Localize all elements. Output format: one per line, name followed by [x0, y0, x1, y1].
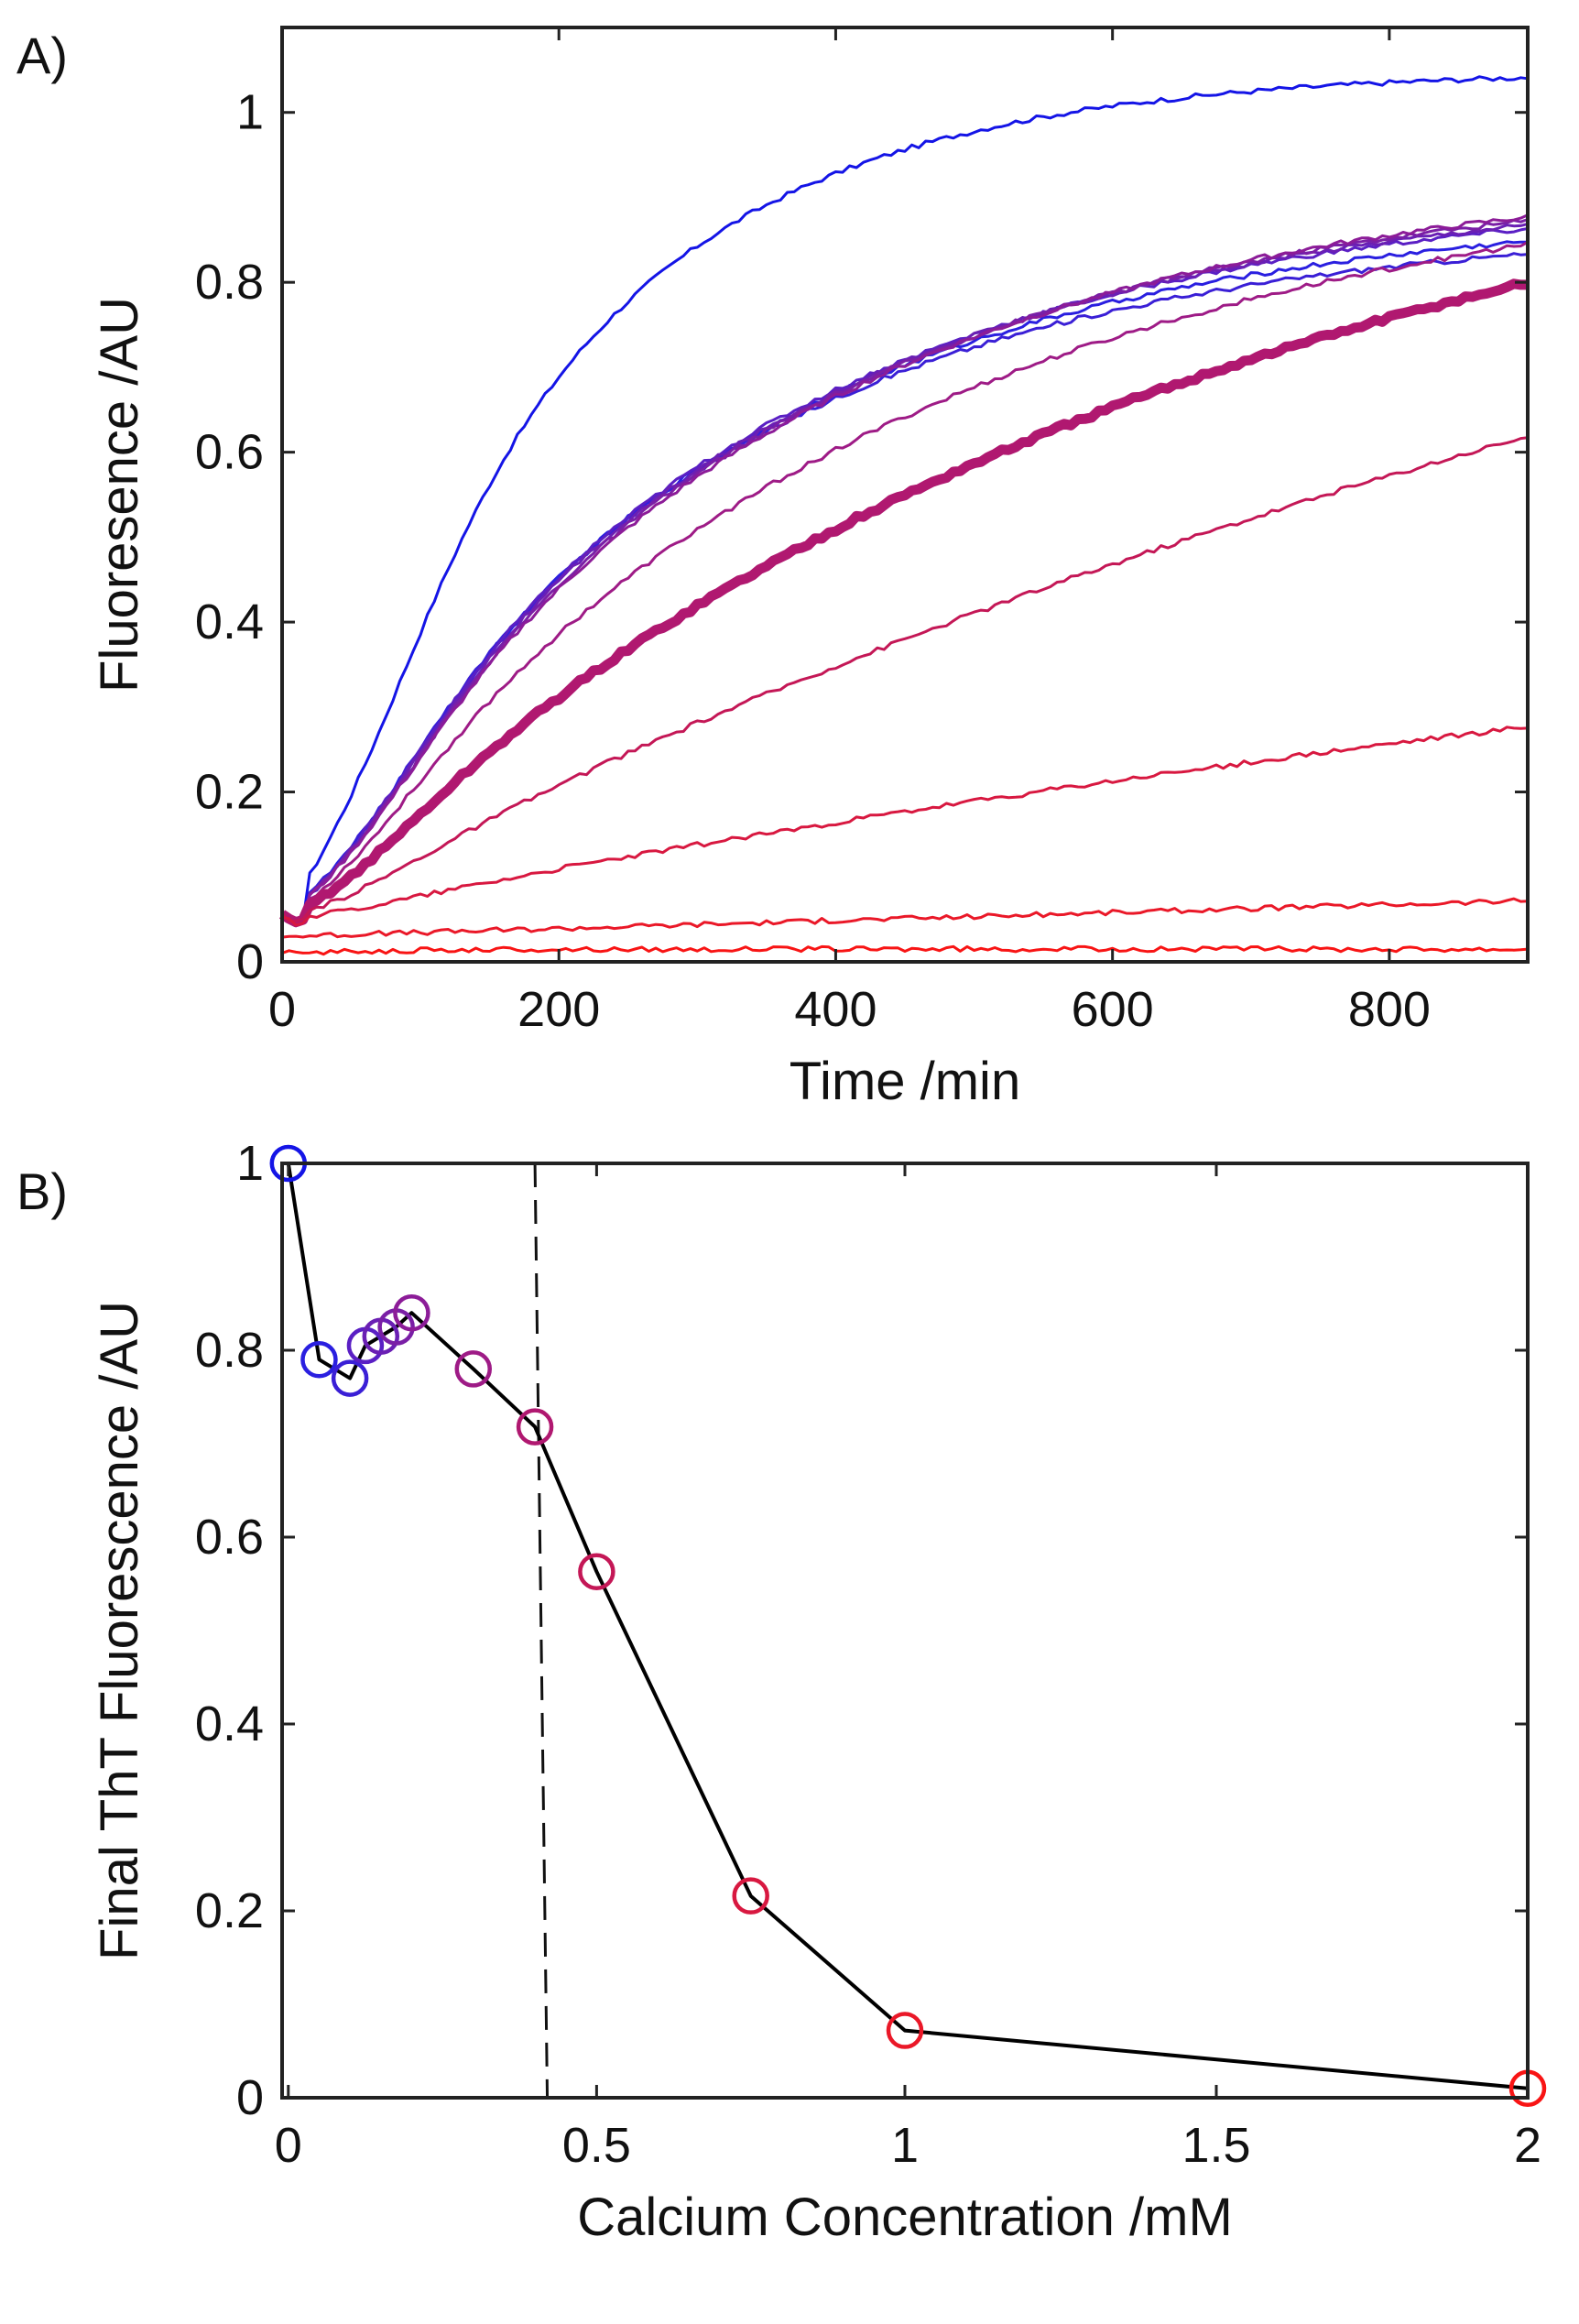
panel-b-label: B): [16, 1162, 68, 1220]
panel-b-data-point: [300, 1340, 338, 1379]
panel-a-series-line: [281, 213, 1529, 926]
panel-a-series-line: [281, 726, 1529, 927]
panel-a-y-tick-label: 0.8: [195, 255, 264, 310]
panel-a-x-tick-label: 400: [794, 982, 877, 1037]
panel-a-series-line: [281, 75, 1529, 928]
panel-a-series-line: [281, 218, 1529, 927]
panel-a-y-tick-label: 1: [236, 85, 264, 140]
panel-a-x-tick-label: 800: [1348, 982, 1431, 1037]
panel-a-x-axis-label: Time /min: [790, 1052, 1020, 1111]
panel-b-axes-frame: [280, 1162, 1530, 2100]
panel-a-series-line: [281, 252, 1529, 925]
panel-b-data-point: [578, 1553, 615, 1590]
panel-a-series-line: [281, 897, 1529, 939]
panel-a-chart: A) 0 200 400 600 800 0 0.2 0.4 0.6 0.8 1 Time /min…: [16, 26, 1530, 1111]
panel-b-y-tick-label: 0.2: [195, 1883, 264, 1938]
panel-b-data-point: [732, 1877, 769, 1915]
panel-a-y-tick-label: 0: [236, 934, 264, 989]
panel-b-y-axis-label: Final ThT Fluorescence /AU: [90, 1301, 149, 1960]
panel-b-plot-group: [269, 1144, 1547, 2108]
panel-b-x-tick-label: 0: [275, 2118, 302, 2173]
panel-b-y-tick-label: 0.4: [195, 1697, 264, 1751]
panel-a-series-line: [281, 240, 1529, 926]
panel-a-y-tick-label: 0.2: [195, 765, 264, 820]
panel-b-x-tick-label: 2: [1514, 2118, 1541, 2173]
panel-a-series-group: [278, 75, 1529, 956]
panel-a-series-line: [278, 278, 1528, 928]
panel-b-chart: B) 0 0.5 1 1.5 2 0 0.2 0.4 0.6 0.8 1 Calcium Conce…: [16, 1136, 1547, 2247]
panel-b-y-tick-label: 1: [236, 1136, 264, 1191]
panel-b-connecting-line: [286, 1162, 1529, 2090]
panel-b-x-tick-label: 0.5: [562, 2118, 631, 2173]
panel-b-data-point: [516, 1408, 554, 1446]
panel-a-series-line: [281, 944, 1529, 956]
panel-b-x-tick-label: 1.5: [1182, 2118, 1250, 2173]
panel-b-x-axis-label: Calcium Concentration /mM: [577, 2188, 1233, 2247]
panel-a-label: A): [16, 27, 68, 84]
panel-b-y-tick-label: 0.8: [195, 1323, 264, 1378]
panel-b-dashed-threshold-line: [533, 1162, 550, 2099]
panel-b-data-point: [454, 1350, 493, 1388]
panel-b-y-tick-label: 0.6: [195, 1510, 264, 1565]
panel-b-data-point: [331, 1359, 369, 1397]
panel-a-x-tick-label: 200: [517, 982, 600, 1037]
panel-a-x-tick-label: 600: [1072, 982, 1154, 1037]
panel-a-ticks: 0 200 400 600 800 0 0.2 0.4 0.6 0.8 1: [195, 27, 1528, 1037]
panel-b-y-tick-label: 0: [236, 2070, 264, 2125]
panel-a-y-tick-label: 0.6: [195, 425, 264, 480]
panel-b-data-point: [393, 1293, 430, 1332]
panel-a-series-line: [281, 240, 1529, 925]
panel-b-data-point: [886, 2012, 924, 2049]
panel-b-ticks: 0 0.5 1 1.5 2 0 0.2 0.4 0.6 0.8 1: [195, 1136, 1541, 2173]
panel-b-x-tick-label: 1: [891, 2118, 919, 2173]
panel-a-y-axis-label: Fluoresence /AU: [90, 297, 149, 693]
panel-a-axes-frame: [280, 26, 1530, 964]
panel-a-series-line: [280, 436, 1529, 923]
panel-a-y-tick-label: 0.4: [195, 595, 264, 649]
panel-a-x-tick-label: 0: [268, 982, 296, 1037]
